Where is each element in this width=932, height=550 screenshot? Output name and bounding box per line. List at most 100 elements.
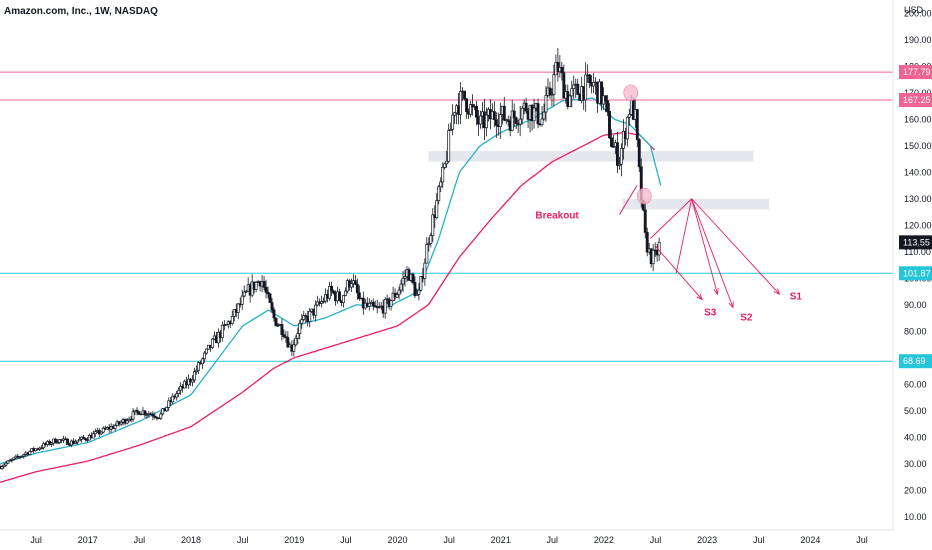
slow-moving-average xyxy=(0,131,655,483)
candle-body xyxy=(570,88,574,97)
candle-body xyxy=(292,344,296,352)
price-axis[interactable]: USD 10.0020.0030.0040.0050.0060.0070.008… xyxy=(904,5,932,522)
projection-path xyxy=(675,198,693,274)
candle-body xyxy=(512,110,516,119)
candle-body xyxy=(635,109,639,140)
candle-body xyxy=(427,243,431,245)
candle-body xyxy=(568,95,572,107)
scenario-label-S3: S3 xyxy=(704,307,717,318)
candle-body xyxy=(328,285,332,299)
time-tick-label: 2017 xyxy=(78,535,98,545)
candle-body xyxy=(322,300,326,303)
candle-body xyxy=(300,319,304,324)
candle-body xyxy=(415,294,419,296)
projection-path xyxy=(691,198,718,295)
projection-path xyxy=(655,246,703,300)
candle-body xyxy=(244,290,248,293)
candle-body xyxy=(153,415,157,418)
candle-body xyxy=(411,273,415,283)
candle-body xyxy=(449,129,453,131)
candle-body xyxy=(518,118,522,125)
candle-body xyxy=(191,379,195,383)
candle-body xyxy=(617,163,621,166)
time-tick-label: Jul xyxy=(650,535,662,545)
candle-body xyxy=(401,277,405,285)
candle-body xyxy=(510,110,514,131)
candle-body xyxy=(506,119,510,122)
candle-body xyxy=(77,438,81,442)
candle-body xyxy=(139,413,143,416)
candle-body xyxy=(425,244,429,264)
candle-body xyxy=(282,334,286,338)
projection-path xyxy=(691,198,734,308)
candle-body xyxy=(272,309,276,319)
candle-body xyxy=(220,324,224,339)
level-badge-177.79-text: 177.79 xyxy=(903,67,931,77)
price-tick-label: 200.00 xyxy=(904,8,932,18)
candle-body xyxy=(397,289,401,295)
candle-body xyxy=(175,393,179,398)
candle-body xyxy=(8,459,12,462)
level-badge-101.87-box xyxy=(899,266,932,281)
drawing-annotations: Breakout S1 S2 S3 xyxy=(535,84,802,324)
candle-body xyxy=(210,338,214,348)
candle-body xyxy=(75,440,79,443)
candle-body xyxy=(445,160,449,165)
candle-body xyxy=(20,455,24,458)
time-axis[interactable]: Jul 2017 Jul 2018 Jul 2019 Jul 2020 Jul 2021 Jul 20… xyxy=(30,535,867,545)
candle-body xyxy=(159,413,163,419)
candle-body xyxy=(56,442,60,444)
candle-body xyxy=(435,200,439,219)
ma-slow-line xyxy=(0,131,655,483)
candle-body xyxy=(437,186,441,201)
candle-body xyxy=(645,232,649,253)
time-tick-label: 2021 xyxy=(491,535,511,545)
chart-title: Amazon.com, Inc., 1W, NASDAQ xyxy=(4,6,158,17)
candle-body xyxy=(560,67,564,74)
candle-body xyxy=(604,95,607,102)
candle-body xyxy=(296,333,300,339)
candle-body xyxy=(353,280,357,285)
candle-body xyxy=(40,447,44,449)
candle-body xyxy=(332,290,335,294)
candle-body xyxy=(403,276,407,279)
price-tick-label: 130.00 xyxy=(904,194,932,204)
candle-body xyxy=(627,113,631,118)
price-tick-label: 190.00 xyxy=(904,35,932,45)
candle-body xyxy=(349,283,353,288)
zone-rect xyxy=(622,198,770,210)
candle-body xyxy=(637,139,641,168)
time-tick-label: Jul xyxy=(547,535,559,545)
candle-body xyxy=(298,323,302,334)
candle-body xyxy=(544,95,548,113)
candle-body xyxy=(224,324,228,326)
candle-body xyxy=(145,414,149,416)
candle-body xyxy=(540,118,544,126)
price-tick-label: 80.00 xyxy=(904,326,927,336)
candle-body xyxy=(22,454,26,457)
price-tick-label: 30.00 xyxy=(904,459,927,469)
candle-body xyxy=(355,283,359,294)
candle-body xyxy=(28,451,32,455)
candle-body xyxy=(423,262,427,279)
candle-body xyxy=(608,111,611,139)
candle-body xyxy=(443,163,447,168)
breakout-pointer xyxy=(618,185,638,215)
candle-body xyxy=(532,107,536,122)
time-tick-label: Jul xyxy=(237,535,249,545)
candle-body xyxy=(562,72,566,99)
candle-body xyxy=(619,148,623,165)
projection-arrowhead xyxy=(713,288,719,296)
candle-body xyxy=(268,293,272,303)
level-badge-101.87-text: 101.87 xyxy=(903,268,931,278)
price-tick-label: 110.00 xyxy=(904,247,931,257)
candle-body xyxy=(6,460,10,464)
candle-body xyxy=(50,442,54,445)
candle-body xyxy=(101,427,105,433)
scenario-label-S2: S2 xyxy=(740,313,753,324)
candle-body xyxy=(236,303,240,313)
candle-body xyxy=(342,295,345,303)
candle-body xyxy=(330,285,333,292)
candle-body xyxy=(137,411,141,415)
